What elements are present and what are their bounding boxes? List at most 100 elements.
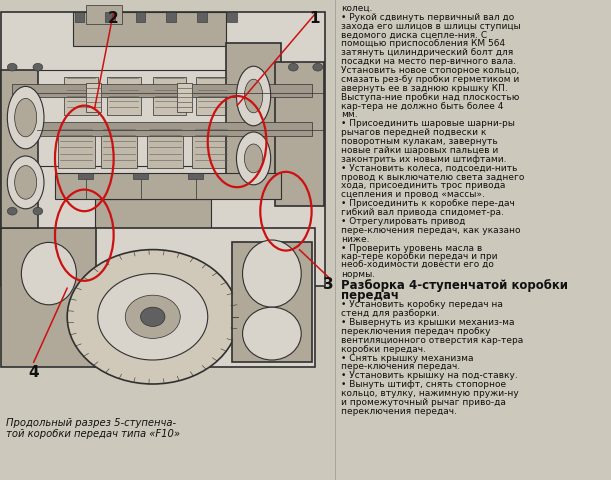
Text: • Установить крышку на под-ставку.: • Установить крышку на под-ставку.	[341, 371, 518, 380]
Text: нормы.: нормы.	[341, 270, 375, 279]
Ellipse shape	[67, 250, 238, 384]
Text: рычагов передней подвески к: рычагов передней подвески к	[341, 128, 486, 137]
Ellipse shape	[236, 132, 271, 185]
Bar	[12, 122, 312, 136]
Text: провод к выключателю света заднего: провод к выключателю света заднего	[341, 173, 524, 181]
Bar	[196, 77, 229, 115]
Text: необ-ходимости довести его до: необ-ходимости довести его до	[341, 262, 494, 270]
Bar	[86, 83, 101, 112]
Ellipse shape	[313, 63, 323, 71]
Text: помощью приспособления КМ 564: помощью приспособления КМ 564	[341, 39, 505, 48]
Bar	[226, 43, 281, 178]
Text: затянуть цилиндрический болт для: затянуть цилиндрический болт для	[341, 48, 513, 57]
Text: и промежуточный рычаг приво-да: и промежуточный рычаг приво-да	[341, 398, 506, 407]
Text: передач: передач	[341, 289, 399, 302]
Text: Выступа-ние пробки над плоскостью: Выступа-ние пробки над плоскостью	[341, 93, 519, 102]
Ellipse shape	[244, 79, 263, 113]
Ellipse shape	[15, 166, 37, 199]
Ellipse shape	[7, 156, 44, 209]
Bar	[232, 242, 312, 362]
Text: смазать рез-бу пробки герметиком и: смазать рез-бу пробки герметиком и	[341, 75, 519, 84]
Ellipse shape	[15, 98, 37, 137]
Bar	[197, 12, 207, 22]
Text: • Снять крышку механизма: • Снять крышку механизма	[341, 353, 474, 362]
Ellipse shape	[243, 307, 301, 360]
Text: • Отрегулировать привод: • Отрегулировать привод	[341, 217, 466, 226]
Bar	[1, 70, 38, 228]
Bar	[147, 127, 183, 168]
Ellipse shape	[244, 144, 263, 173]
Bar	[12, 84, 312, 97]
Bar	[75, 12, 84, 22]
Bar	[73, 12, 226, 46]
Bar	[227, 12, 237, 22]
Text: законтрить их новыми штифтами.: законтрить их новыми штифтами.	[341, 155, 507, 164]
Text: Продольный разрез 5-ступенча-
той коробки передач типа «F10»: Продольный разрез 5-ступенча- той коробк…	[6, 418, 180, 439]
Text: кар-тера не должно быть более 4: кар-тера не должно быть более 4	[341, 102, 503, 110]
Ellipse shape	[98, 274, 208, 360]
Text: ниже.: ниже.	[341, 235, 370, 244]
Bar	[1, 12, 325, 286]
Text: 2: 2	[108, 11, 119, 25]
Text: • Установить колеса, подсоеди-нить: • Установить колеса, подсоеди-нить	[341, 164, 518, 173]
Bar	[95, 228, 315, 367]
Ellipse shape	[7, 207, 17, 215]
Text: пере-ключения передач.: пере-ключения передач.	[341, 362, 460, 372]
Ellipse shape	[21, 242, 76, 305]
Bar	[64, 77, 98, 115]
Text: • Вынуть штифт, снять стопорное: • Вынуть штифт, снять стопорное	[341, 380, 506, 389]
Text: 1: 1	[309, 11, 320, 25]
Text: авернуть ее в заднюю крышку КП.: авернуть ее в заднюю крышку КП.	[341, 84, 508, 93]
Text: кар-тере коробки передач и при: кар-тере коробки передач и при	[341, 252, 497, 262]
Bar	[188, 173, 203, 179]
Bar	[58, 127, 95, 168]
Text: пере-ключения передач, как указано: пере-ключения передач, как указано	[341, 226, 521, 235]
Bar	[177, 83, 192, 112]
Ellipse shape	[243, 240, 301, 307]
Text: захода его шлицов в шлицы ступицы: захода его шлицов в шлицы ступицы	[341, 22, 521, 31]
Ellipse shape	[125, 295, 180, 338]
Text: • Установить коробку передач на: • Установить коробку передач на	[341, 300, 503, 309]
Text: гибкий вал привода спидомет-ра.: гибкий вал привода спидомет-ра.	[341, 208, 504, 217]
Text: 4: 4	[28, 365, 39, 380]
Text: новые гайки шаровых пальцев и: новые гайки шаровых пальцев и	[341, 146, 498, 155]
Bar	[55, 173, 281, 199]
Text: коробки передач.: коробки передач.	[341, 345, 426, 354]
Text: сцепления и провод «массы».: сцепления и провод «массы».	[341, 191, 485, 199]
Text: • Присоединить к коробке пере-дач: • Присоединить к коробке пере-дач	[341, 199, 514, 208]
Bar	[153, 77, 186, 115]
Text: • Присоединить шаровые шарни-ры: • Присоединить шаровые шарни-ры	[341, 119, 515, 128]
Text: • Проверить уровень масла в: • Проверить уровень масла в	[341, 244, 482, 252]
Ellipse shape	[33, 63, 43, 71]
Text: колец.: колец.	[341, 4, 372, 13]
Bar	[86, 5, 122, 24]
Text: поворотным кулакам, завернуть: поворотным кулакам, завернуть	[341, 137, 498, 146]
Bar	[192, 127, 229, 168]
Text: вентиляционного отверстия кар-тера: вентиляционного отверстия кар-тера	[341, 336, 523, 345]
Text: переключения передач.: переключения передач.	[341, 407, 457, 416]
Ellipse shape	[7, 86, 44, 149]
Text: кольцо, втулку, нажимную пружи-ну: кольцо, втулку, нажимную пружи-ну	[341, 389, 519, 398]
Text: мм.: мм.	[341, 110, 357, 120]
Ellipse shape	[288, 63, 298, 71]
Ellipse shape	[236, 66, 271, 126]
Bar	[136, 12, 145, 22]
Bar	[101, 127, 137, 168]
Bar	[1, 228, 96, 367]
Ellipse shape	[141, 307, 165, 326]
Text: Разборка 4-ступенчатой коробки: Разборка 4-ступенчатой коробки	[341, 279, 568, 292]
Bar	[275, 62, 324, 206]
Ellipse shape	[33, 207, 43, 215]
Text: ведомого диска сцепле-ния. С: ведомого диска сцепле-ния. С	[341, 31, 487, 39]
Bar	[166, 12, 176, 22]
Text: хода, присоединить трос привода: хода, присоединить трос привода	[341, 181, 505, 191]
Bar	[95, 199, 211, 230]
Bar	[12, 70, 312, 166]
Ellipse shape	[7, 63, 17, 71]
Text: • Вывернуть из крышки механиз-ма: • Вывернуть из крышки механиз-ма	[341, 318, 514, 327]
Text: посадки на место пер-вичного вала.: посадки на место пер-вичного вала.	[341, 57, 516, 66]
Text: 3: 3	[323, 277, 334, 292]
Bar	[107, 77, 141, 115]
Text: • Рукой сдвинуть первичный вал до: • Рукой сдвинуть первичный вал до	[341, 13, 514, 22]
Bar	[133, 173, 148, 179]
